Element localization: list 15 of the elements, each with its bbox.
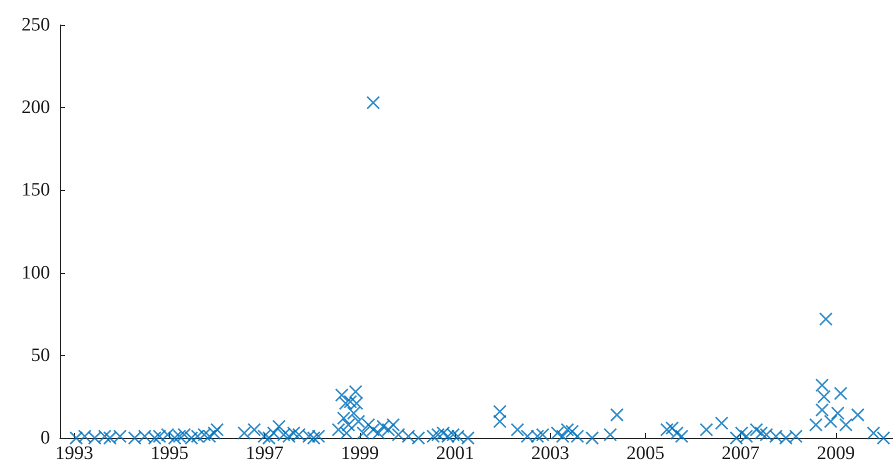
y-tick-label: 50 <box>31 344 50 366</box>
x-tick-label: 1993 <box>55 443 94 464</box>
x-tick-label: 2005 <box>626 443 664 464</box>
x-tick-label: 1995 <box>150 443 188 464</box>
y-tick-label: 100 <box>22 262 50 284</box>
y-tick-label: 0 <box>40 428 50 448</box>
x-tick-label: 1997 <box>246 443 284 464</box>
x-tick-label: 2009 <box>816 443 855 464</box>
y-tick-label: 250 <box>22 14 50 36</box>
y-tick-label: 200 <box>22 97 50 118</box>
x-tick-label: 2003 <box>531 443 570 464</box>
x-tick-label: 2001 <box>436 443 474 464</box>
y-tick-label: 150 <box>22 180 50 201</box>
x-tick-label: 2007 <box>722 443 760 464</box>
x-tick-label: 1999 <box>340 443 379 464</box>
